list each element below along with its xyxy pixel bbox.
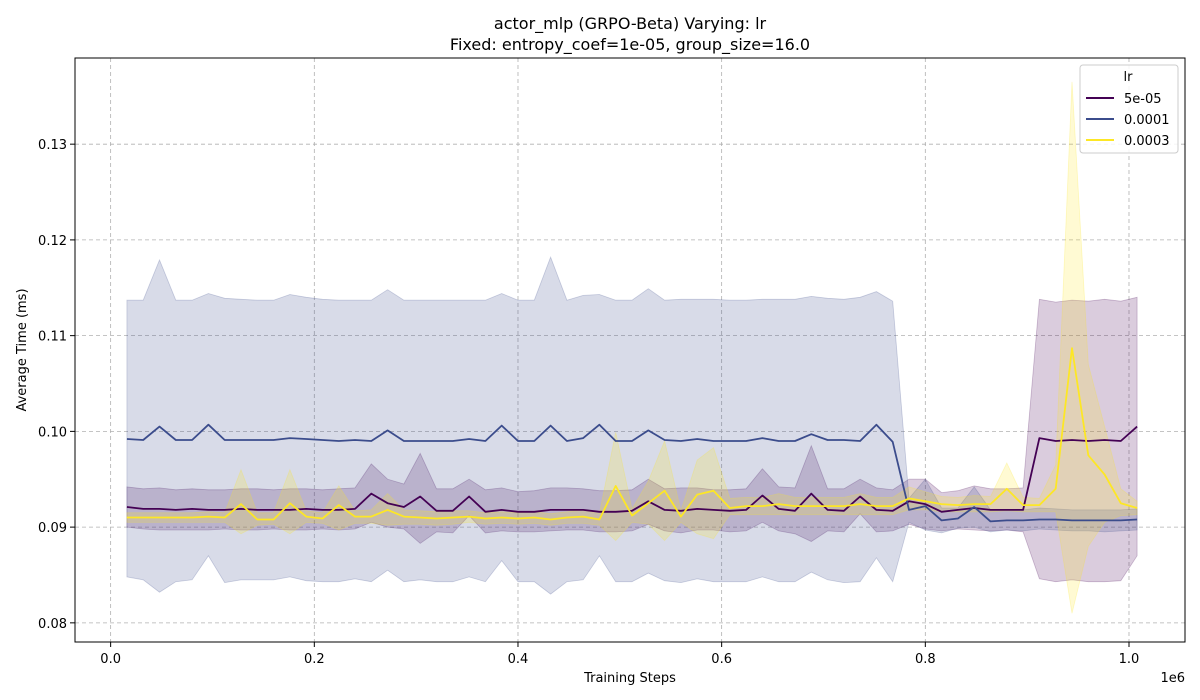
legend-label: 5e-05: [1124, 92, 1162, 107]
x-axis-label: Training Steps: [583, 671, 676, 686]
y-axis: 0.08 0.09 0.10 0.11 0.12 0.13: [38, 138, 75, 632]
x-tick-label: 1.0: [1119, 652, 1140, 667]
x-axis-scale: 1e6: [1160, 671, 1185, 686]
series-lines: [126, 347, 1138, 523]
x-tick-label: 0.6: [711, 652, 732, 667]
line-series-2: [126, 347, 1138, 521]
band-series-1: [126, 255, 1138, 595]
line-series-1: [126, 423, 1138, 523]
y-tick-label: 0.09: [38, 521, 67, 536]
y-tick-label: 0.10: [38, 425, 67, 440]
band-series-2: [126, 81, 1138, 614]
legend-title: lr: [1124, 70, 1134, 85]
legend-label: 0.0001: [1124, 113, 1170, 128]
y-tick-label: 0.13: [38, 138, 67, 153]
legend: lr 5e-05 0.0001 0.0003: [1079, 64, 1179, 154]
grid: [75, 58, 1185, 642]
y-tick-label: 0.12: [38, 234, 67, 249]
x-tick-label: 0.8: [915, 652, 936, 667]
y-axis-label: Average Time (ms): [15, 288, 30, 411]
legend-box: [1079, 64, 1179, 154]
y-tick-label: 0.08: [38, 617, 67, 632]
x-tick-label: 0.4: [508, 652, 529, 667]
confidence-bands: [126, 81, 1138, 614]
x-tick-label: 0.2: [304, 652, 325, 667]
x-axis: 0.0 0.2 0.4 0.6 0.8 1.0: [100, 642, 1139, 667]
y-tick-label: 0.11: [38, 330, 67, 345]
x-tick-label: 0.0: [100, 652, 121, 667]
chart-title: actor_mlp (GRPO-Beta) Varying: lr: [494, 14, 767, 34]
chart-subtitle: Fixed: entropy_coef=1e-05, group_size=16…: [450, 35, 810, 55]
plot-frame: [74, 57, 1186, 643]
line-series-0: [126, 425, 1138, 513]
legend-label: 0.0003: [1124, 134, 1170, 149]
